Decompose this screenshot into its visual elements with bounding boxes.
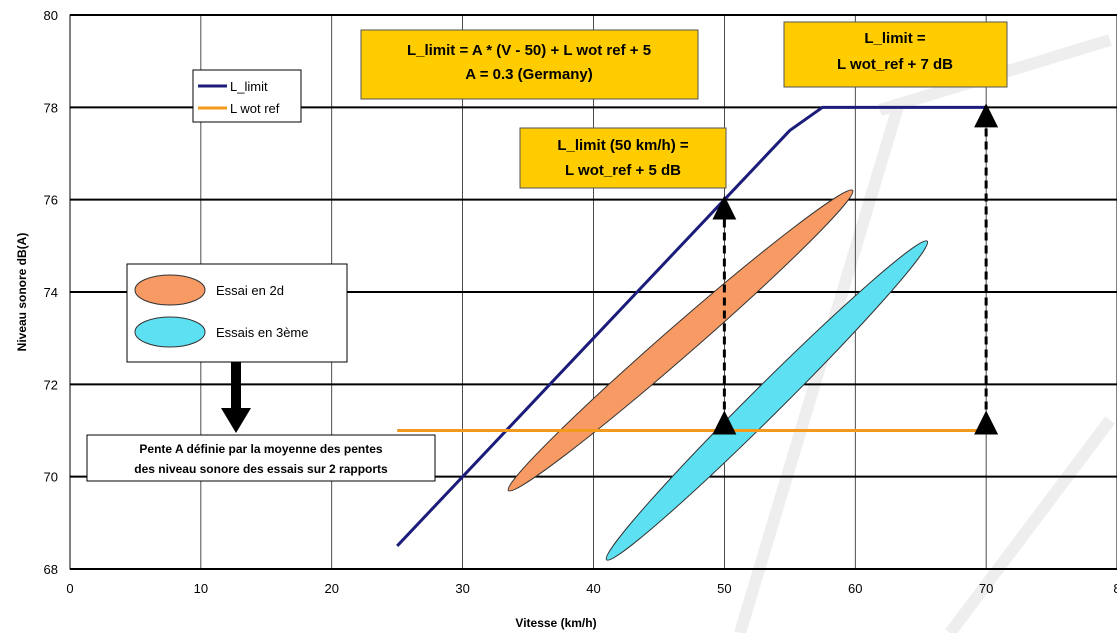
legend-label-essais-3eme: Essais en 3ème	[216, 325, 309, 340]
x-axis-label: Vitesse (km/h)	[515, 616, 596, 630]
line-legend: L_limit L wot ref	[192, 69, 302, 123]
y-tick-label: 78	[44, 100, 58, 115]
plot-area	[69, 14, 1117, 570]
ellipse-legend: Essai en 2d Essais en 3ème	[126, 263, 348, 363]
legend-label-essai-2d: Essai en 2d	[216, 283, 284, 298]
legend-swatch-essai-2d	[134, 274, 206, 306]
y-tick-label: 70	[44, 470, 58, 485]
series	[396, 105, 987, 547]
annotation-limit-70-box	[783, 21, 1008, 88]
note-line-2: des niveau sonore des essais sur 2 rappo…	[134, 462, 388, 476]
y-tick-label: 80	[44, 8, 58, 23]
y-tick-label: 68	[44, 562, 58, 577]
annotation-limit-50-line-1: L_limit (50 km/h) =	[557, 137, 689, 154]
legend-label-l-wot-ref: L wot ref	[230, 101, 280, 116]
annotation-formula-line-2: A = 0.3 (Germany)	[465, 66, 592, 83]
legend-swatch-essais-3eme	[134, 316, 206, 348]
note-line-1: Pente A définie par la moyenne des pente…	[139, 442, 383, 456]
dashed-arrows	[712, 103, 999, 435]
y-tick-label: 76	[44, 193, 58, 208]
y-axis-label: Niveau sonore dB(A)	[15, 233, 29, 352]
legend-label-l-limit: L_limit	[230, 79, 268, 94]
x-tick-label: 20	[325, 581, 339, 596]
annotation-limit-50-box	[519, 127, 727, 189]
x-tick-label: 60	[848, 581, 862, 596]
x-tick-label: 30	[455, 581, 469, 596]
x-axis-ticks: 0 10 20 30 40 50 60 70 8	[66, 581, 1117, 596]
x-tick-label: 8	[1113, 581, 1117, 596]
annotation-limit-70-line-2: L wot_ref + 7 dB	[837, 56, 953, 73]
ellipse-essai-2d	[507, 189, 854, 492]
annotation-formula-box	[360, 29, 699, 100]
ellipse-essais-3eme	[605, 240, 929, 561]
x-tick-label: 70	[979, 581, 993, 596]
x-tick-label: 0	[66, 581, 73, 596]
series-l-limit	[396, 105, 987, 547]
down-arrow	[221, 362, 251, 433]
x-tick-label: 50	[717, 581, 731, 596]
annotation-limit-50-line-2: L wot_ref + 5 dB	[565, 162, 681, 179]
annotation-limit-50: L_limit (50 km/h) = L wot_ref + 5 dB	[519, 127, 727, 189]
y-axis-ticks: 68 70 72 74 76 78 80	[44, 8, 58, 577]
annotation-formula-line-1: L_limit = A * (V - 50) + L wot ref + 5	[407, 42, 651, 59]
annotation-formula: L_limit = A * (V - 50) + L wot ref + 5 A…	[360, 29, 699, 100]
y-tick-label: 74	[44, 285, 58, 300]
background-decoration	[734, 34, 1115, 633]
x-tick-label: 10	[194, 581, 208, 596]
x-tick-label: 40	[586, 581, 600, 596]
annotation-limit-70-line-1: L_limit =	[864, 30, 926, 47]
line-legend-box	[192, 69, 302, 123]
ellipses	[507, 189, 929, 561]
annotation-limit-70: L_limit = L wot_ref + 7 dB	[783, 21, 1008, 88]
note-box-frame	[86, 434, 436, 482]
y-tick-label: 72	[44, 377, 58, 392]
note-box: Pente A définie par la moyenne des pente…	[86, 434, 436, 482]
